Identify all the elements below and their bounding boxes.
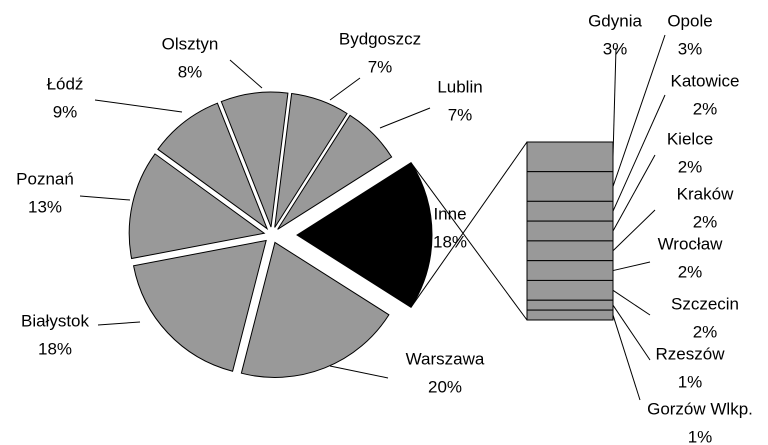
pie-slice xyxy=(157,102,269,231)
leader-line xyxy=(612,314,641,401)
bar-value-label: 2% xyxy=(693,212,718,231)
bar-value-label: 2% xyxy=(693,99,718,118)
bar-segment xyxy=(526,240,614,262)
bar-value-label: 3% xyxy=(603,39,628,58)
bar-label: Kielce xyxy=(667,129,713,148)
pie-slice xyxy=(274,92,348,228)
slice-label: Poznań xyxy=(16,169,74,188)
slice-label: Warszawa xyxy=(406,349,485,368)
slice-label: Łódź xyxy=(47,74,84,93)
leader-line xyxy=(329,365,389,379)
bar-segment xyxy=(526,299,614,311)
leader-line xyxy=(612,261,651,272)
slice-value-label: 20% xyxy=(428,377,462,396)
leader-line xyxy=(612,209,656,252)
pie-slice xyxy=(128,153,266,260)
leader-line xyxy=(612,304,651,361)
slice-value-label: 8% xyxy=(178,62,203,81)
slice-value-label: 7% xyxy=(448,105,473,124)
leader-line xyxy=(94,99,183,113)
slice-label: Olsztyn xyxy=(162,34,219,53)
bar-label: Katowice xyxy=(671,71,740,90)
bar-segment xyxy=(526,309,614,321)
leader-line xyxy=(612,289,651,316)
leader-line xyxy=(612,94,666,212)
slice-label: Lublin xyxy=(437,77,482,96)
slice-label: Bydgoszcz xyxy=(339,29,421,48)
pie-slice xyxy=(277,114,393,230)
bar-segment xyxy=(526,260,614,281)
bar-segment xyxy=(526,141,614,173)
leader-line xyxy=(97,321,141,326)
bar-value-label: 2% xyxy=(693,322,718,341)
bar-label: Gdynia xyxy=(588,11,642,30)
bar-value-label: 1% xyxy=(678,372,703,391)
connector-line xyxy=(410,141,528,308)
leader-line xyxy=(612,154,656,232)
bar-segment xyxy=(526,220,614,242)
bar-label: Kraków xyxy=(677,184,734,203)
bar-segment xyxy=(526,171,614,202)
leader-line xyxy=(379,107,431,129)
pie-slice xyxy=(220,91,289,228)
bar-label: Opole xyxy=(667,11,712,30)
bar-segment xyxy=(526,279,614,301)
leader-line xyxy=(612,47,617,157)
bar-value-label: 2% xyxy=(678,157,703,176)
pie-slice xyxy=(132,239,267,372)
connector-line xyxy=(410,162,528,321)
bar-value-label: 1% xyxy=(688,427,713,445)
pie-slice xyxy=(296,161,433,309)
slice-value-label: 18% xyxy=(38,339,72,358)
bar-label: Rzeszów xyxy=(656,344,726,363)
slice-label: Białystok xyxy=(21,311,90,330)
pie-slice xyxy=(240,241,390,378)
slice-value-label: 13% xyxy=(28,197,62,216)
bar-segment xyxy=(526,200,614,222)
leader-line xyxy=(612,34,666,187)
slice-value-label: 18% xyxy=(433,232,467,251)
slice-value-label: 9% xyxy=(53,102,78,121)
leader-line xyxy=(329,77,361,101)
bar-label: Wrocław xyxy=(658,234,724,253)
bar-label: Gorzów Wlkp. xyxy=(647,399,753,418)
bar-label: Szczecin xyxy=(671,294,739,313)
bar-value-label: 3% xyxy=(678,39,703,58)
bar-value-label: 2% xyxy=(678,262,703,281)
slice-label: Inne xyxy=(433,204,466,223)
leader-line xyxy=(229,59,263,89)
slice-value-label: 7% xyxy=(368,57,393,76)
leader-line xyxy=(79,195,131,201)
